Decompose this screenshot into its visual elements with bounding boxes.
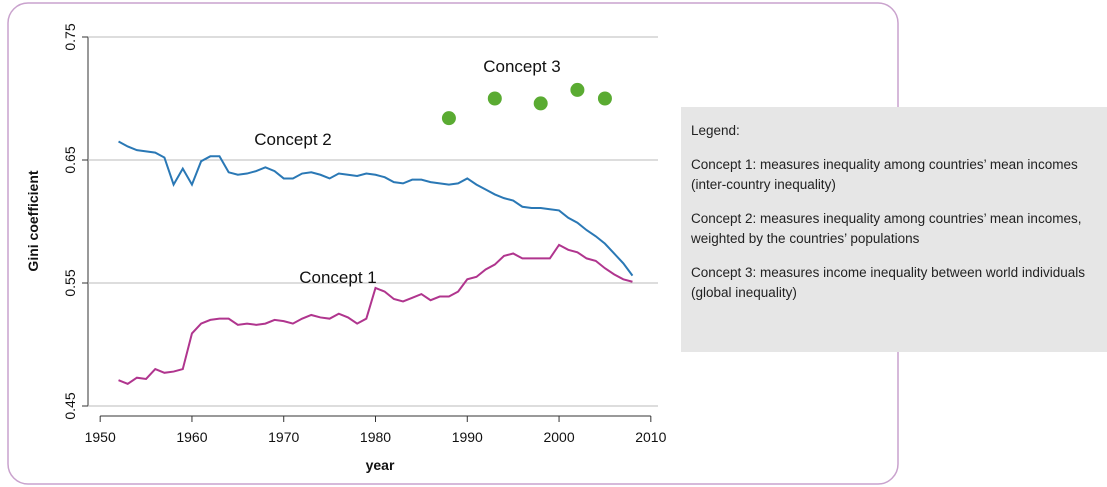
x-tick-label: 2000 [543,429,574,445]
y-axis-label: Gini coefficient [25,170,41,271]
legend-item: Concept 3: measures income inequality be… [691,265,1085,300]
x-tick-label: 2010 [635,429,666,445]
data-point [570,82,585,97]
y-tick-label: 0.65 [62,146,78,173]
data-point [533,96,548,111]
y-tick-label: 0.75 [62,23,78,50]
data-point [487,91,502,106]
legend-box: Legend: Concept 1: measures inequality a… [681,107,1107,352]
data-point [597,91,612,106]
annotation: Concept 3 [483,57,561,76]
x-axis-label: year [366,457,395,473]
series-line [118,243,633,385]
y-tick-label: 0.45 [62,392,78,419]
data-point [441,111,456,126]
legend-title: Legend: [691,123,740,138]
series-line [118,140,634,277]
y-tick-label: 0.55 [62,269,78,296]
x-tick-label: 1960 [176,429,207,445]
x-tick-label: 1950 [85,429,116,445]
legend-item: Concept 2: measures inequality among cou… [691,211,1082,246]
x-tick-label: 1970 [268,429,299,445]
legend-item: Concept 1: measures inequality among cou… [691,157,1078,192]
x-tick-label: 1980 [360,429,391,445]
annotation: Concept 2 [254,130,332,149]
annotation: Concept 1 [299,268,377,287]
x-tick-label: 1990 [452,429,483,445]
